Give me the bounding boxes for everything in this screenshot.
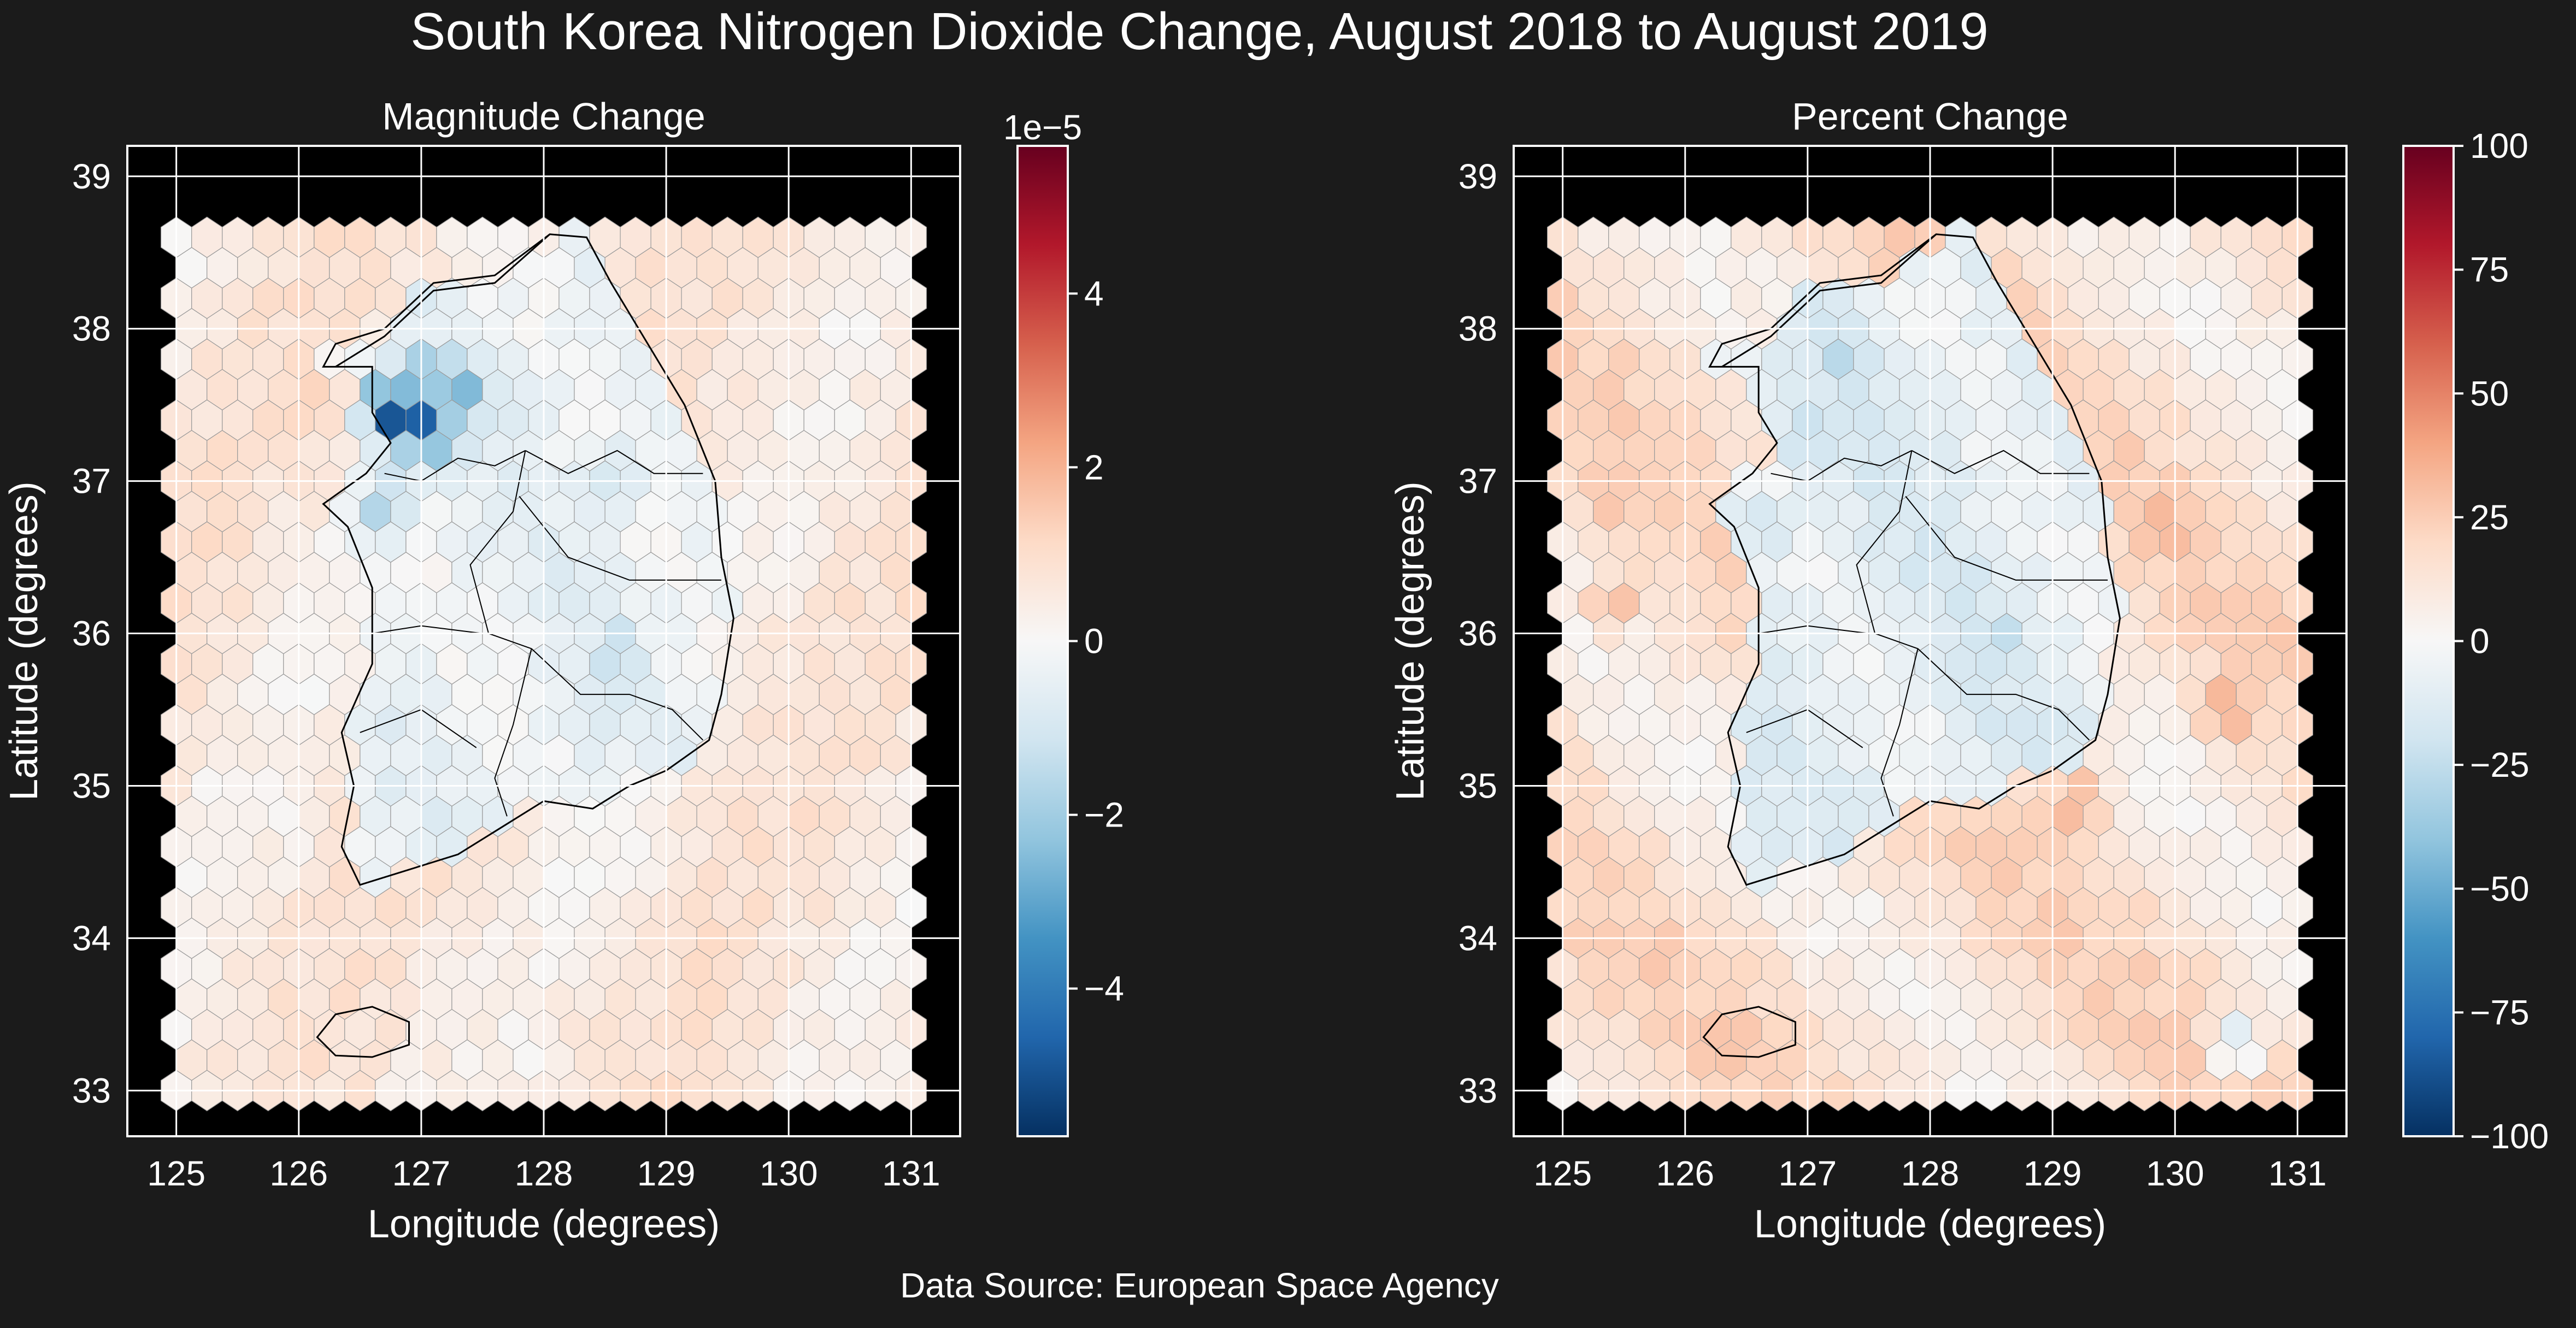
figure-title: South Korea Nitrogen Dioxide Change, Aug…	[410, 2, 1988, 61]
y-tick-label: 36	[72, 614, 111, 653]
colorbar-tick-label: 2	[1084, 447, 1104, 487]
grid-lines	[1514, 146, 2346, 1136]
x-axis-label: Longitude (degrees)	[1754, 1202, 2106, 1246]
x-tick-label: 128	[515, 1154, 573, 1193]
x-tick-label: 126	[269, 1154, 328, 1193]
colorbar-tick-label: 50	[2470, 374, 2509, 413]
colorbar: 4 2 0 −2 −4 1e−5	[1003, 108, 1124, 1137]
northern-boundary	[1721, 233, 1937, 368]
coastline-layer	[1702, 233, 2121, 1058]
y-tick-label: 35	[1458, 766, 1497, 805]
y-tick-label: 37	[1458, 462, 1497, 501]
hexbin-layer	[1547, 216, 2313, 1112]
x-tick-label: 127	[392, 1154, 450, 1193]
panel-percent: 125 126 127 128 129 130 131 33 34 35 36 37 38 39 Perce…	[1389, 95, 2549, 1246]
subplot-title: Magnitude Change	[382, 95, 705, 138]
y-axis-label: Latitude (degrees)	[1389, 481, 1432, 800]
y-tick-label: 37	[72, 462, 111, 501]
province-boundary	[1856, 450, 1918, 650]
y-tick-label: 39	[72, 157, 111, 196]
x-tick-label: 130	[760, 1154, 818, 1193]
colorbar-tick-label: −4	[1084, 969, 1124, 1008]
colorbar-gradient	[2402, 145, 2455, 1137]
x-tick-label: 129	[2024, 1154, 2082, 1193]
y-tick-label: 33	[72, 1071, 111, 1110]
colorbar-tick-label: −25	[2470, 745, 2530, 784]
x-tick-label: 130	[2146, 1154, 2204, 1193]
province-boundary	[531, 648, 704, 741]
hexbin-layer	[161, 216, 927, 1112]
province-boundary	[384, 450, 526, 482]
y-tick-label: 38	[1458, 309, 1497, 349]
x-tick-label: 126	[1656, 1154, 1714, 1193]
province-boundary	[494, 648, 532, 817]
panel-magnitude: 125 126 127 128 129 130 131 33 34 35 36 37 38 39 Magni…	[2, 95, 1124, 1246]
y-tick-label: 38	[72, 309, 111, 349]
subplot-title: Percent Change	[1792, 95, 2068, 138]
x-axis-label: Longitude (degrees)	[368, 1202, 720, 1246]
x-tick-label: 128	[1901, 1154, 1960, 1193]
colorbar-tick-label: 0	[1084, 622, 1104, 661]
x-tick-label: 131	[2268, 1154, 2327, 1193]
x-tick-label: 129	[637, 1154, 696, 1193]
panels: 125 126 127 128 129 130 131 33 34 35 36 37 38 39 Magni…	[2, 95, 2549, 1246]
y-tick-label: 39	[1458, 157, 1497, 196]
y-axis-label: Latitude (degrees)	[2, 481, 46, 800]
colorbar: 100 75 50 25 0 −25 −50 −75 −100	[2402, 126, 2549, 1156]
axes-frame	[1513, 145, 2348, 1137]
colorbar-tick-label: 25	[2470, 498, 2509, 537]
province-boundary	[1880, 648, 1919, 817]
y-tick-label: 35	[72, 766, 111, 805]
colorbar-tick-label: 75	[2470, 250, 2509, 290]
northern-boundary	[335, 233, 551, 368]
colorbar-offset-label: 1e−5	[1003, 108, 1082, 147]
x-tick-label: 127	[1778, 1154, 1837, 1193]
colorbar-tick-label: −100	[2470, 1117, 2549, 1156]
colorbar-tick-label: 100	[2470, 126, 2528, 166]
x-tick-label: 125	[1533, 1154, 1592, 1193]
colorbar-tick-label: −75	[2470, 993, 2530, 1032]
data-source-note: Data Source: European Space Agency	[900, 1266, 1499, 1305]
province-boundary	[1911, 450, 2090, 474]
province-boundary	[469, 450, 532, 650]
colorbar-tick-label: −2	[1084, 795, 1124, 835]
jeju-outline	[1702, 1006, 1796, 1058]
colorbar-gradient	[1016, 145, 1069, 1137]
y-tick-label: 36	[1458, 614, 1497, 653]
jeju-outline	[316, 1006, 410, 1058]
grid-lines	[127, 146, 960, 1136]
y-tick-label: 34	[1458, 918, 1497, 958]
province-boundary	[1771, 450, 1912, 482]
x-tick-label: 131	[882, 1154, 940, 1193]
y-tick-label: 34	[72, 918, 111, 958]
colorbar-tick-label: 4	[1084, 274, 1104, 313]
colorbar-tick-label: 0	[2470, 622, 2490, 661]
colorbar-tick-label: −50	[2470, 869, 2530, 908]
province-boundary	[525, 450, 703, 474]
y-tick-label: 33	[1458, 1071, 1497, 1110]
axes-frame	[126, 145, 961, 1137]
province-boundary	[1917, 648, 2090, 741]
x-tick-label: 125	[147, 1154, 205, 1193]
